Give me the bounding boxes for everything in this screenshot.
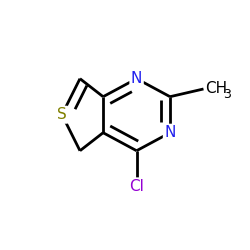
Text: CH: CH — [205, 82, 227, 96]
Text: N: N — [131, 71, 142, 86]
Text: S: S — [57, 107, 67, 122]
Text: Cl: Cl — [129, 179, 144, 194]
Text: N: N — [164, 125, 176, 140]
Text: 3: 3 — [223, 88, 231, 101]
